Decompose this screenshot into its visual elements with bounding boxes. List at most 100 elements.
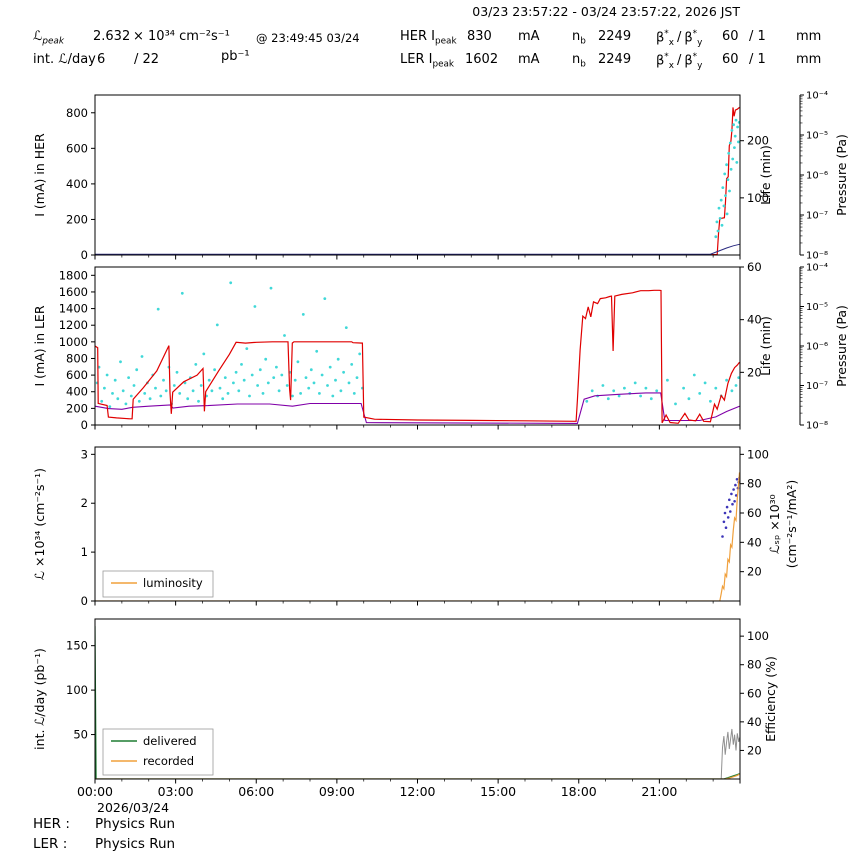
- her-ipeak-value: 830: [467, 29, 492, 44]
- svg-text:1800: 1800: [59, 268, 88, 282]
- ler-mode-label: LER :: [33, 836, 68, 852]
- svg-text:(cm⁻²s⁻¹/mA²): (cm⁻²s⁻¹/mA²): [784, 480, 799, 568]
- svg-text:I (mA) in HER: I (mA) in HER: [32, 133, 47, 217]
- ler-beta-label: β*x / β*y: [656, 52, 703, 71]
- svg-text:10⁻⁶: 10⁻⁶: [806, 171, 828, 182]
- svg-text:1400: 1400: [59, 302, 88, 316]
- svg-text:recorded: recorded: [143, 754, 194, 768]
- svg-text:Pressure (Pa): Pressure (Pa): [834, 305, 849, 387]
- svg-text:2026/03/24: 2026/03/24: [97, 800, 169, 815]
- svg-text:10⁻⁶: 10⁻⁶: [806, 342, 828, 353]
- ler-ipeak-label: LER Ipeak: [400, 52, 455, 70]
- series-ler-beam-current: [95, 289, 740, 424]
- svg-text:Life (min): Life (min): [758, 316, 773, 376]
- series-recorded: [95, 773, 740, 779]
- svg-text:200: 200: [66, 401, 88, 415]
- svg-text:09:00: 09:00: [319, 784, 355, 799]
- peak-luminosity-value: 2.632: [93, 29, 131, 44]
- series-her-beam-current: [95, 106, 740, 255]
- her-beta-unit: mm: [796, 29, 822, 44]
- svg-text:50: 50: [73, 728, 88, 742]
- svg-text:Life (min): Life (min): [758, 145, 773, 205]
- svg-text:18:00: 18:00: [561, 784, 597, 799]
- svg-text:1: 1: [81, 545, 88, 559]
- svg-text:luminosity: luminosity: [143, 576, 203, 590]
- svg-text:10⁻⁷: 10⁻⁷: [806, 211, 828, 222]
- svg-text:1600: 1600: [59, 285, 88, 299]
- time-range: 03/23 23:57:22 - 03/24 23:57:22, 2026 JS…: [472, 4, 740, 19]
- svg-text:10⁻⁵: 10⁻⁵: [806, 131, 828, 142]
- svg-text:80: 80: [747, 477, 762, 491]
- svg-text:0: 0: [81, 594, 88, 608]
- svg-text:1000: 1000: [59, 335, 88, 349]
- svg-text:60: 60: [747, 260, 762, 274]
- series-efficiency: [720, 728, 740, 779]
- svg-text:10⁻⁵: 10⁻⁵: [806, 302, 828, 313]
- svg-text:400: 400: [66, 177, 88, 191]
- svg-text:21:00: 21:00: [641, 784, 677, 799]
- svg-text:600: 600: [66, 368, 88, 382]
- her-beta-label: β*x / β*y: [656, 29, 703, 48]
- her-beta-value: 60: [722, 29, 739, 44]
- svg-text:40: 40: [747, 313, 762, 327]
- her-ipeak-label: HER Ipeak: [400, 29, 457, 47]
- svg-text:800: 800: [66, 106, 88, 120]
- int-lum-label: int. ℒ/day: [33, 52, 96, 67]
- svg-text:60: 60: [747, 686, 762, 700]
- svg-text:10⁻⁷: 10⁻⁷: [806, 381, 828, 392]
- svg-text:ℒₛₚ ×10³⁰: ℒₛₚ ×10³⁰: [767, 494, 782, 553]
- ler-ipeak-unit: mA: [518, 52, 540, 67]
- svg-text:200: 200: [66, 212, 88, 226]
- svg-text:0: 0: [81, 418, 88, 432]
- svg-text:12:00: 12:00: [399, 784, 435, 799]
- ler-nb-value: 2249: [598, 52, 632, 67]
- svg-text:150: 150: [66, 639, 88, 653]
- ler-mode-value: Physics Run: [95, 836, 176, 852]
- svg-text:03:00: 03:00: [158, 784, 194, 799]
- her-nb-value: 2249: [598, 29, 632, 44]
- svg-text:60: 60: [747, 506, 762, 520]
- series-luminosity: [95, 472, 740, 601]
- svg-text:int. ℒ/day (pb⁻¹): int. ℒ/day (pb⁻¹): [32, 648, 47, 750]
- her-mode-value: Physics Run: [95, 816, 176, 832]
- ler-beta-denom: / 1: [749, 52, 766, 67]
- int-lum-value: 6: [97, 52, 106, 67]
- svg-text:2: 2: [81, 496, 88, 510]
- her-ipeak-unit: mA: [518, 29, 540, 44]
- series-ler-pressure: [95, 392, 740, 424]
- svg-text:10⁻⁴: 10⁻⁴: [806, 263, 828, 274]
- svg-text:delivered: delivered: [143, 734, 197, 748]
- svg-text:400: 400: [66, 385, 88, 399]
- svg-text:10⁻⁸: 10⁻⁸: [806, 421, 828, 432]
- her-mode-label: HER :: [33, 816, 70, 832]
- ler-beta-unit: mm: [796, 52, 822, 67]
- svg-text:20: 20: [747, 365, 762, 379]
- svg-text:ℒ ×10³⁴ (cm⁻²s⁻¹): ℒ ×10³⁴ (cm⁻²s⁻¹): [32, 468, 47, 580]
- svg-text:Pressure (Pa): Pressure (Pa): [834, 134, 849, 216]
- svg-text:600: 600: [66, 141, 88, 155]
- svg-text:40: 40: [747, 535, 762, 549]
- svg-text:100: 100: [66, 683, 88, 697]
- svg-text:200: 200: [747, 134, 769, 148]
- ler-beta-value: 60: [722, 52, 739, 67]
- svg-text:20: 20: [747, 743, 762, 757]
- svg-text:Efficiency (%): Efficiency (%): [763, 656, 778, 742]
- series-ler-lifetime: [95, 281, 740, 408]
- svg-text:100: 100: [747, 191, 769, 205]
- series-her-lifetime: [714, 118, 740, 239]
- series-her-pressure: [95, 243, 740, 255]
- int-lum-total: / 22: [134, 52, 160, 67]
- svg-text:80: 80: [747, 658, 762, 672]
- peak-luminosity-label: ℒpeak: [33, 29, 64, 47]
- ler-ipeak-value: 1602: [465, 52, 499, 67]
- svg-text:10⁻⁴: 10⁻⁴: [806, 91, 828, 102]
- svg-text:800: 800: [66, 351, 88, 365]
- chart-integrated-luminosity: 00:00 03:00 06:00 09:00 12:00 15:00 18:00 21:00…: [32, 618, 778, 815]
- svg-text:06:00: 06:00: [238, 784, 274, 799]
- chart-luminosity: 0 1 2 3 ℒ ×10³⁴ (cm⁻²s⁻¹) 20 40 60 80 100 ℒₛₚ ×10³…: [32, 446, 799, 608]
- her-nb-label: nb: [572, 29, 586, 47]
- svg-text:15:00: 15:00: [480, 784, 516, 799]
